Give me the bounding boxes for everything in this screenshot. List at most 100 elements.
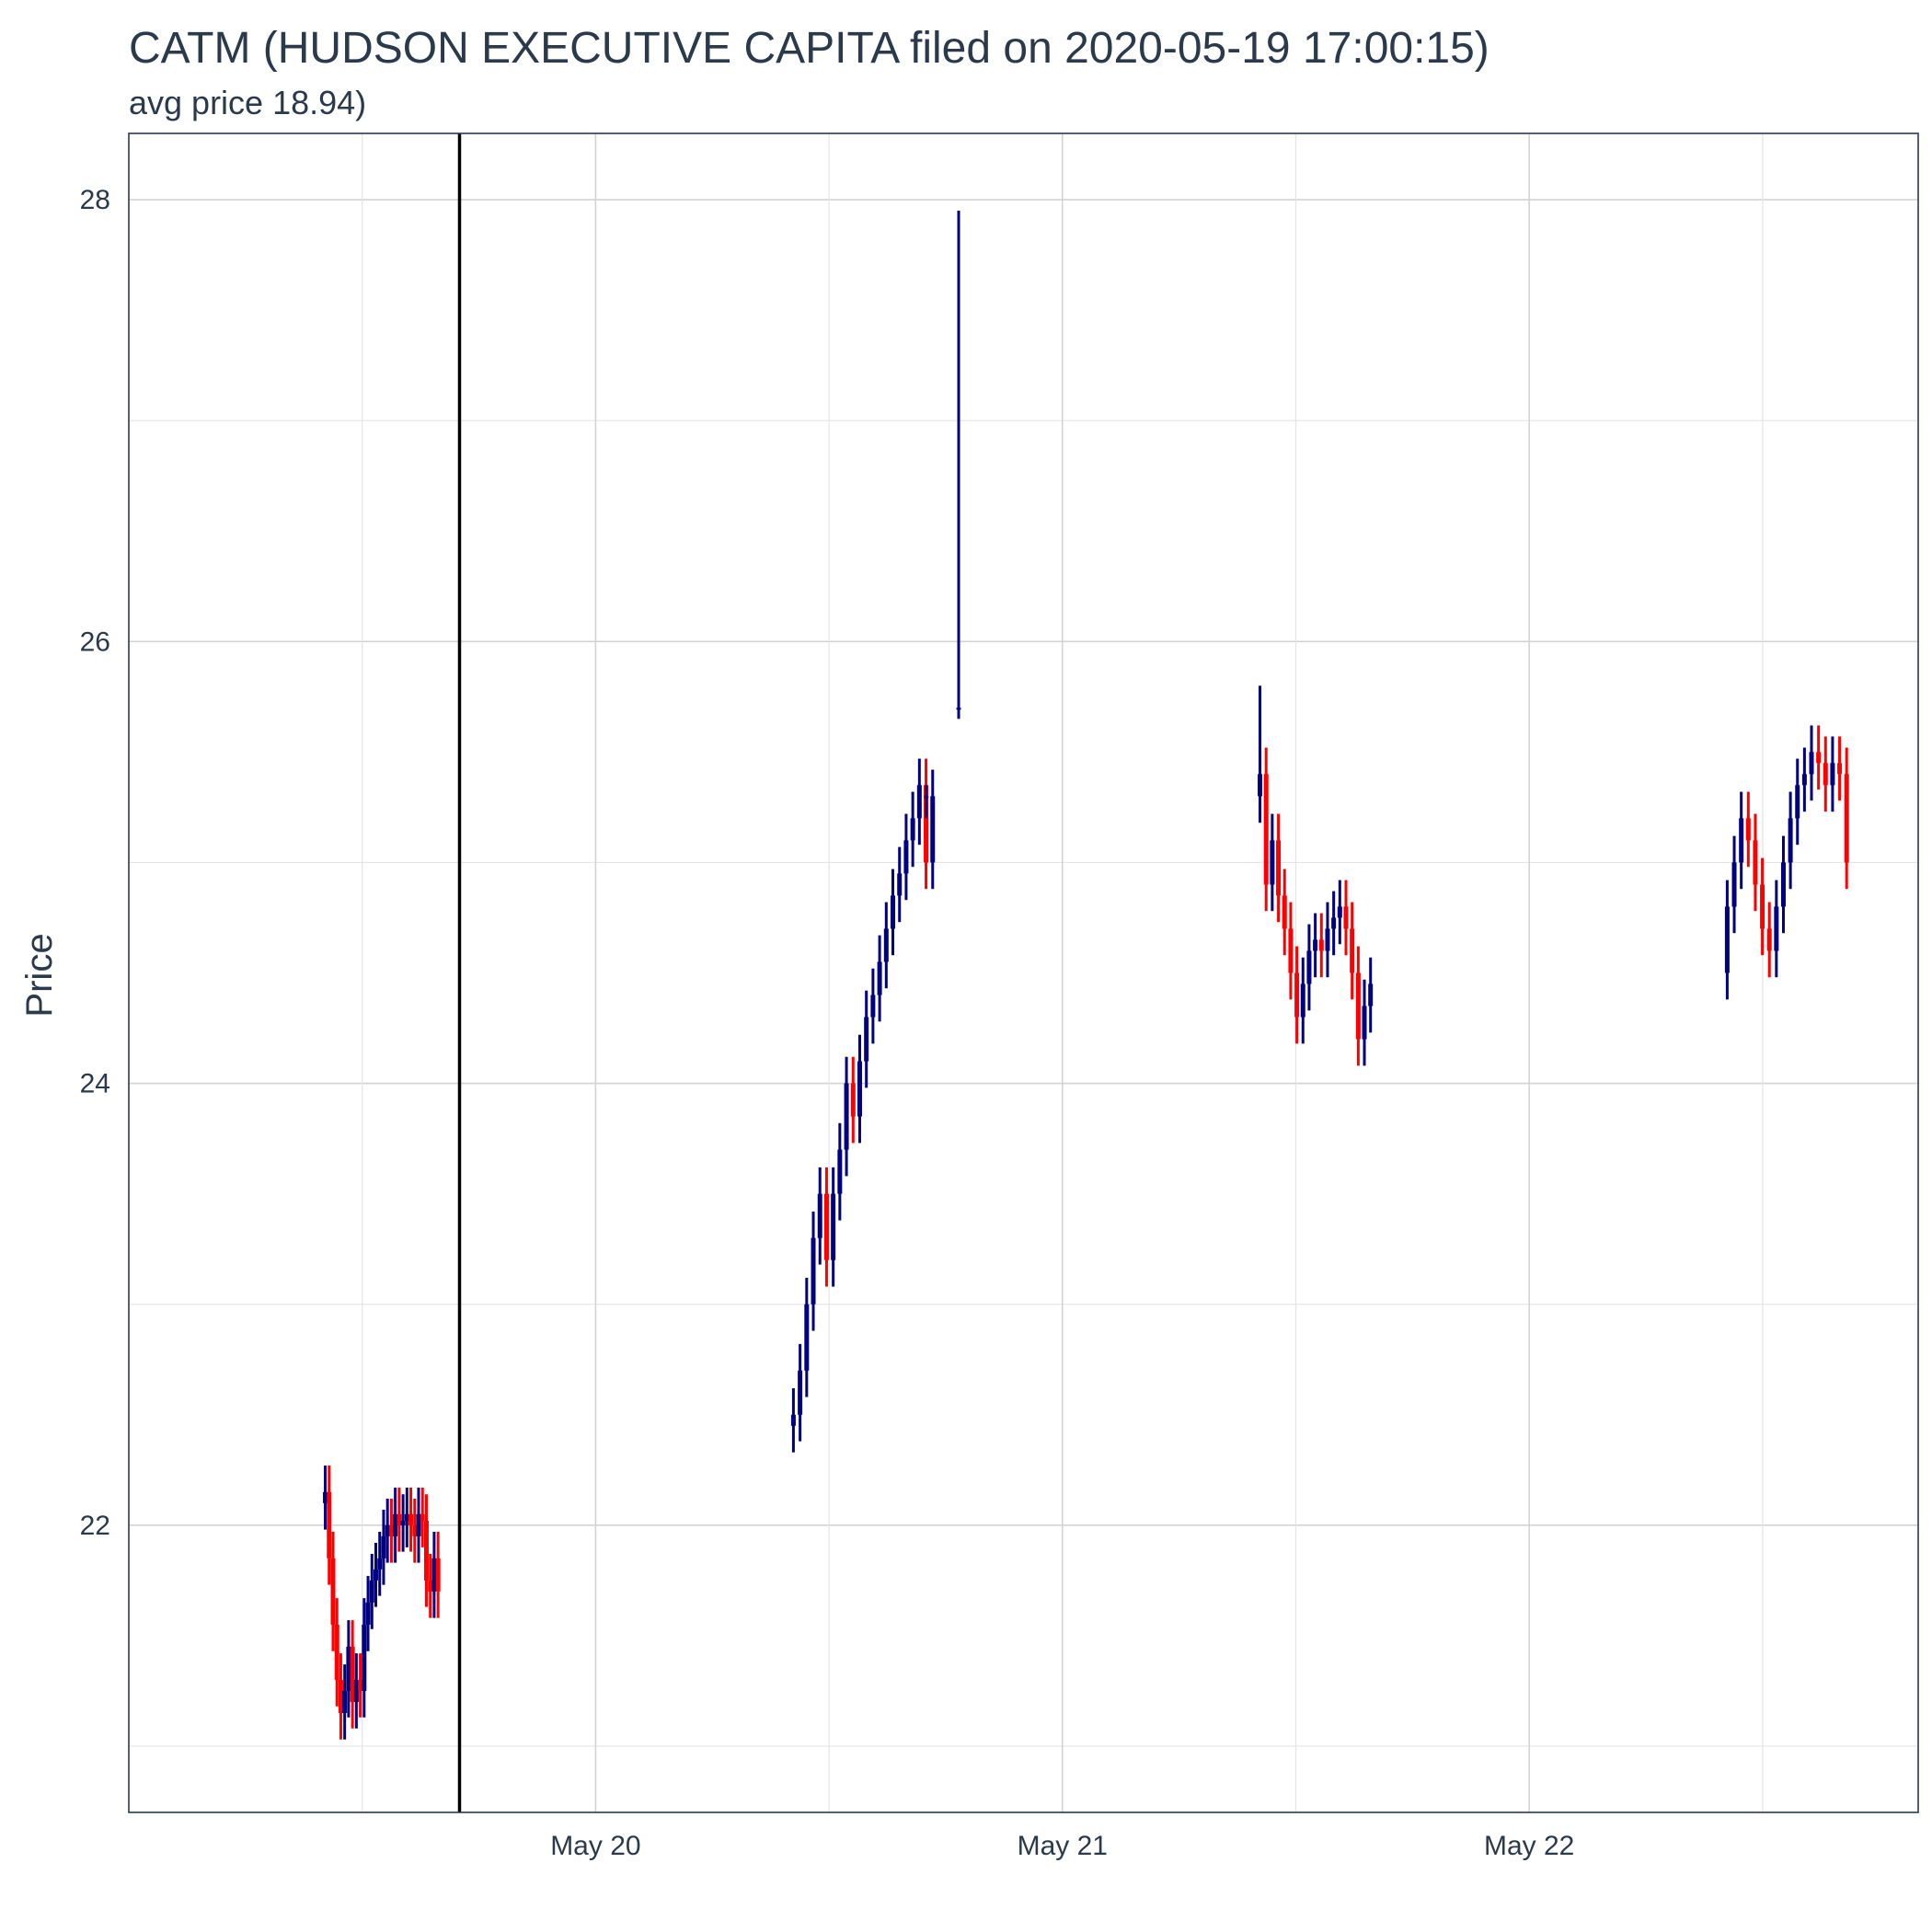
candle-body [373, 1569, 378, 1581]
x-tick-labels: May 20 May 21 May 22 [550, 1831, 1574, 1861]
candle-body [1830, 763, 1835, 786]
candle-body [435, 1558, 441, 1592]
candle-body [870, 995, 876, 1018]
candle-body [369, 1580, 374, 1603]
chart-subtitle: avg price 18.94) [129, 84, 366, 121]
candle-body [1325, 928, 1330, 951]
candle-body [1739, 818, 1744, 863]
candle-body [811, 1237, 816, 1305]
candle-body [1258, 774, 1263, 797]
candle-body [358, 1679, 363, 1691]
candle-body [420, 1513, 425, 1522]
candle-body [1350, 928, 1355, 973]
candle-body [334, 1624, 339, 1680]
candle-body [327, 1491, 332, 1558]
candle-body [342, 1690, 348, 1713]
candle-body [924, 785, 929, 863]
candle-body [1294, 972, 1300, 1018]
candle-body [323, 1491, 328, 1503]
candle-body [930, 796, 936, 863]
candle-body [330, 1558, 336, 1625]
candle-body [1306, 950, 1312, 984]
candle-body [1801, 774, 1807, 786]
candle-body [1780, 862, 1786, 907]
candle-body [891, 895, 896, 929]
candle-body [1844, 774, 1849, 863]
x-tick-label: May 21 [1018, 1831, 1108, 1861]
candle-body [1288, 928, 1294, 973]
candle-body [381, 1535, 386, 1558]
candle-body [416, 1513, 421, 1536]
candle-body [1300, 983, 1305, 1018]
candle-body [404, 1513, 409, 1522]
candle-body [1337, 906, 1342, 918]
y-axis-label: Price [19, 933, 60, 1017]
candle-body [1731, 862, 1737, 907]
candles [323, 211, 1849, 1740]
candle-body [798, 1370, 803, 1415]
candle-body [823, 1193, 829, 1260]
candle-body [903, 840, 909, 874]
candle-body [850, 1083, 856, 1117]
candle-body [1270, 840, 1275, 885]
candle-body [362, 1624, 367, 1691]
y-tick-label: 28 [80, 185, 110, 215]
candle-body [393, 1513, 398, 1536]
candle-body [1263, 774, 1269, 885]
candle-body [346, 1646, 351, 1691]
candle-body [365, 1602, 371, 1625]
candle-body [1368, 983, 1374, 1006]
candle-body [916, 785, 922, 819]
candle-body [1837, 763, 1843, 775]
candle-body [897, 873, 903, 896]
candle-body [431, 1558, 437, 1592]
candle-body [338, 1679, 343, 1713]
candle-body [883, 928, 889, 962]
candle-body [1318, 939, 1324, 951]
candle-body [831, 1193, 836, 1260]
candle-body [1774, 906, 1779, 951]
candle-body [864, 1017, 869, 1062]
candle-body [1788, 818, 1793, 863]
candle-body [377, 1558, 383, 1570]
candle-body [388, 1524, 394, 1536]
candle-body [804, 1304, 810, 1371]
candle-body [956, 707, 961, 710]
y-tick-labels: 22 24 26 28 [80, 185, 110, 1541]
candle-body [837, 1149, 843, 1194]
candle-body [1313, 939, 1318, 951]
candle-body [400, 1521, 406, 1525]
y-tick-label: 26 [80, 627, 110, 657]
candle-body [385, 1524, 390, 1536]
candle-body [423, 1521, 429, 1581]
candle-body [1823, 763, 1828, 786]
candle-body [1282, 895, 1287, 929]
candle-body [844, 1083, 849, 1150]
candle-body [924, 796, 929, 799]
candle-body [1760, 884, 1765, 929]
candle-body [353, 1679, 359, 1702]
candle-body [857, 1061, 862, 1117]
candle-body [910, 818, 915, 841]
x-tick-label: May 22 [1484, 1831, 1574, 1861]
candle-body [408, 1513, 414, 1525]
candle-body [1362, 1006, 1367, 1040]
y-tick-label: 22 [80, 1511, 110, 1541]
y-tick-label: 24 [80, 1069, 110, 1099]
candle-body [1766, 928, 1772, 951]
candle-body [1753, 840, 1758, 885]
candle-body [817, 1193, 822, 1238]
candle-body [1343, 906, 1349, 929]
x-tick-label: May 20 [550, 1831, 640, 1861]
candle-body [790, 1414, 796, 1426]
candle-body [412, 1524, 418, 1536]
candle-body [397, 1513, 402, 1525]
candle-body [1276, 840, 1282, 896]
candle-body [1795, 785, 1800, 819]
candle-body [350, 1646, 355, 1702]
candle-body [1809, 752, 1814, 775]
candle-body [1745, 818, 1751, 841]
candle-body [877, 961, 882, 995]
plot-frame [128, 132, 1919, 1813]
